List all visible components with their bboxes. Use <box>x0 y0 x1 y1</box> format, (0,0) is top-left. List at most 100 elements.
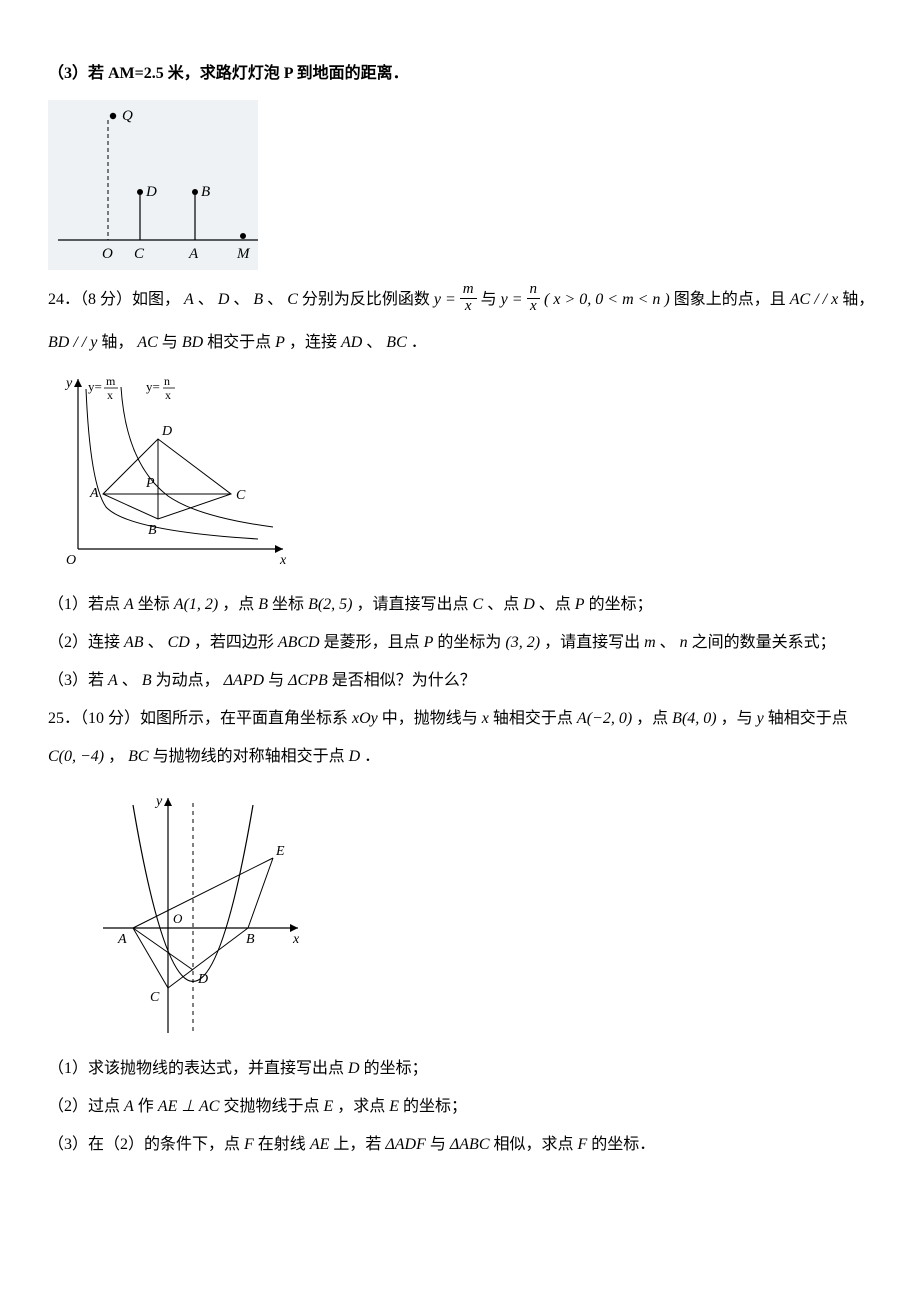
q24-A: A <box>184 291 194 308</box>
frac2-num: n <box>527 282 541 299</box>
q24-B: B <box>253 291 263 308</box>
q24-1m: 、点 <box>539 596 575 613</box>
q25-l2d: 与抛物线的对称轴相交于点 <box>153 748 349 765</box>
figure-2-svg: y x O y= m x y= n x A P C D B <box>48 369 298 579</box>
svg-text:y: y <box>64 376 73 391</box>
q25-1b: D <box>348 1060 360 1077</box>
q24-1h: B(2, 5) <box>308 596 352 613</box>
q24-l2f: 相交于点 <box>207 334 275 351</box>
q25-ii: ，与 <box>721 710 757 727</box>
q25-l2a: C(0, −4) <box>48 748 104 765</box>
q24-3a: （3）若 <box>48 672 108 689</box>
q24-2i: 的坐标为 <box>437 634 505 651</box>
q24-1n: P <box>575 596 585 613</box>
q24-l2c: AC <box>137 334 157 351</box>
q25-2d: AE ⊥ AC <box>158 1098 220 1115</box>
q25-ig: ，点 <box>636 710 672 727</box>
svg-text:O: O <box>173 911 183 926</box>
q25-intro2: C(0, −4) ， BC 与抛物线的对称轴相交于点 D ． <box>48 745 884 769</box>
q24-l2j: 、 <box>366 334 382 351</box>
q25-l2c: BC <box>128 748 148 765</box>
q24-eq2a: y = <box>501 291 523 308</box>
q24-t4: 、 <box>267 291 283 308</box>
svg-text:x: x <box>107 388 113 402</box>
q24-1l: D <box>523 596 535 613</box>
svg-text:A: A <box>89 486 99 501</box>
q24-C: C <box>287 291 298 308</box>
q24-l2i: AD <box>341 334 362 351</box>
q24-bdy: BD / / y <box>48 334 97 351</box>
q24-2d: CD <box>168 634 190 651</box>
q23-part3: （3）若 AM=2.5 米，求路灯灯泡 P 到地面的距离． <box>48 62 884 86</box>
q25-2: （2）过点 A 作 AE ⊥ AC 交抛物线于点 E ，求点 E 的坐标； <box>48 1095 884 1119</box>
svg-text:y=: y= <box>88 379 102 394</box>
svg-text:D: D <box>145 184 157 200</box>
svg-text:P: P <box>145 476 155 491</box>
q25-2a: （2）过点 <box>48 1098 124 1115</box>
q25-1a: （1）求该抛物线的表达式，并直接写出点 <box>48 1060 348 1077</box>
svg-text:x: x <box>292 932 300 947</box>
q24-3g: 与 <box>268 672 288 689</box>
q24-2o: 之间的数量关系式； <box>692 634 836 651</box>
svg-text:n: n <box>164 374 170 388</box>
q24-1a: （1）若点 <box>48 596 124 613</box>
q24-t1: 24．（8 分）如图， <box>48 291 180 308</box>
q25-2e: 交抛物线于点 <box>223 1098 323 1115</box>
q25-1: （1）求该抛物线的表达式，并直接写出点 D 的坐标； <box>48 1057 884 1081</box>
svg-text:x: x <box>279 553 287 568</box>
svg-text:A: A <box>117 932 127 947</box>
q24-1k: 、点 <box>487 596 523 613</box>
figure-3-svg: y x O A B C D E <box>88 783 308 1043</box>
svg-text:O: O <box>66 553 76 568</box>
q25-2g: ，求点 <box>337 1098 389 1115</box>
q24-eq1a: y = <box>434 291 456 308</box>
q24-intro-line2: BD / / y 轴， AC 与 BD 相交于点 P ，连接 AD 、 BC ． <box>48 331 884 355</box>
svg-text:y: y <box>154 794 163 809</box>
q24-2k: ，请直接写出 <box>544 634 644 651</box>
q24-acx: AC / / x <box>790 291 838 308</box>
q24-l2l: ． <box>411 334 427 351</box>
svg-text:M: M <box>236 246 251 262</box>
q24-frac1: mx <box>460 282 477 315</box>
q24-2h: P <box>424 634 434 651</box>
q24-t5: 分别为反比例函数 <box>302 291 434 308</box>
figure-2-box: y x O y= m x y= n x A P C D B <box>48 369 298 579</box>
q25-3f: ΔADF <box>385 1136 426 1153</box>
q24-2l: m <box>644 634 656 651</box>
q24-1g: 坐标 <box>272 596 308 613</box>
svg-text:A: A <box>188 246 199 262</box>
q25-3c: 在射线 <box>258 1136 310 1153</box>
frac2-den: x <box>527 299 541 315</box>
q24-2g: 是菱形，且点 <box>324 634 424 651</box>
q25-2c: 作 <box>138 1098 158 1115</box>
q25-intro1: 25．（10 分）如图所示，在平面直角坐标系 xOy 中，抛物线与 x 轴相交于… <box>48 707 884 731</box>
q25-3e: 上，若 <box>333 1136 385 1153</box>
frac1-num: m <box>460 282 477 299</box>
q25-2b: A <box>124 1098 134 1115</box>
q24-1o: 的坐标； <box>589 596 653 613</box>
svg-text:D: D <box>197 972 208 987</box>
q24-2j: (3, 2) <box>505 634 540 651</box>
figure-3-box: y x O A B C D E <box>88 783 308 1043</box>
q24-1e: ，点 <box>222 596 258 613</box>
q25-2f: E <box>323 1098 333 1115</box>
q25-l2e: D <box>349 748 361 765</box>
q24-l2k: BC <box>386 334 406 351</box>
q25-2h: E <box>389 1098 399 1115</box>
q24-t3: 、 <box>233 291 249 308</box>
q24-t2: 、 <box>198 291 214 308</box>
q24-3d: B <box>142 672 152 689</box>
q24-1d: A(1, 2) <box>174 596 218 613</box>
q24-l2e: BD <box>182 334 203 351</box>
svg-text:Q: Q <box>122 108 133 124</box>
q25-3a: （3）在（2）的条件下，点 <box>48 1136 244 1153</box>
svg-text:B: B <box>148 523 157 538</box>
q25-ih: B(4, 0) <box>672 710 716 727</box>
q24-1j: C <box>473 596 484 613</box>
q24-2c: 、 <box>148 634 164 651</box>
q25-ia: 25．（10 分）如图所示，在平面直角坐标系 <box>48 710 352 727</box>
q24-D: D <box>218 291 230 308</box>
q25-3d: AE <box>310 1136 330 1153</box>
q25-ij: y <box>757 710 764 727</box>
q24-3i: 是否相似？为什么？ <box>332 672 476 689</box>
